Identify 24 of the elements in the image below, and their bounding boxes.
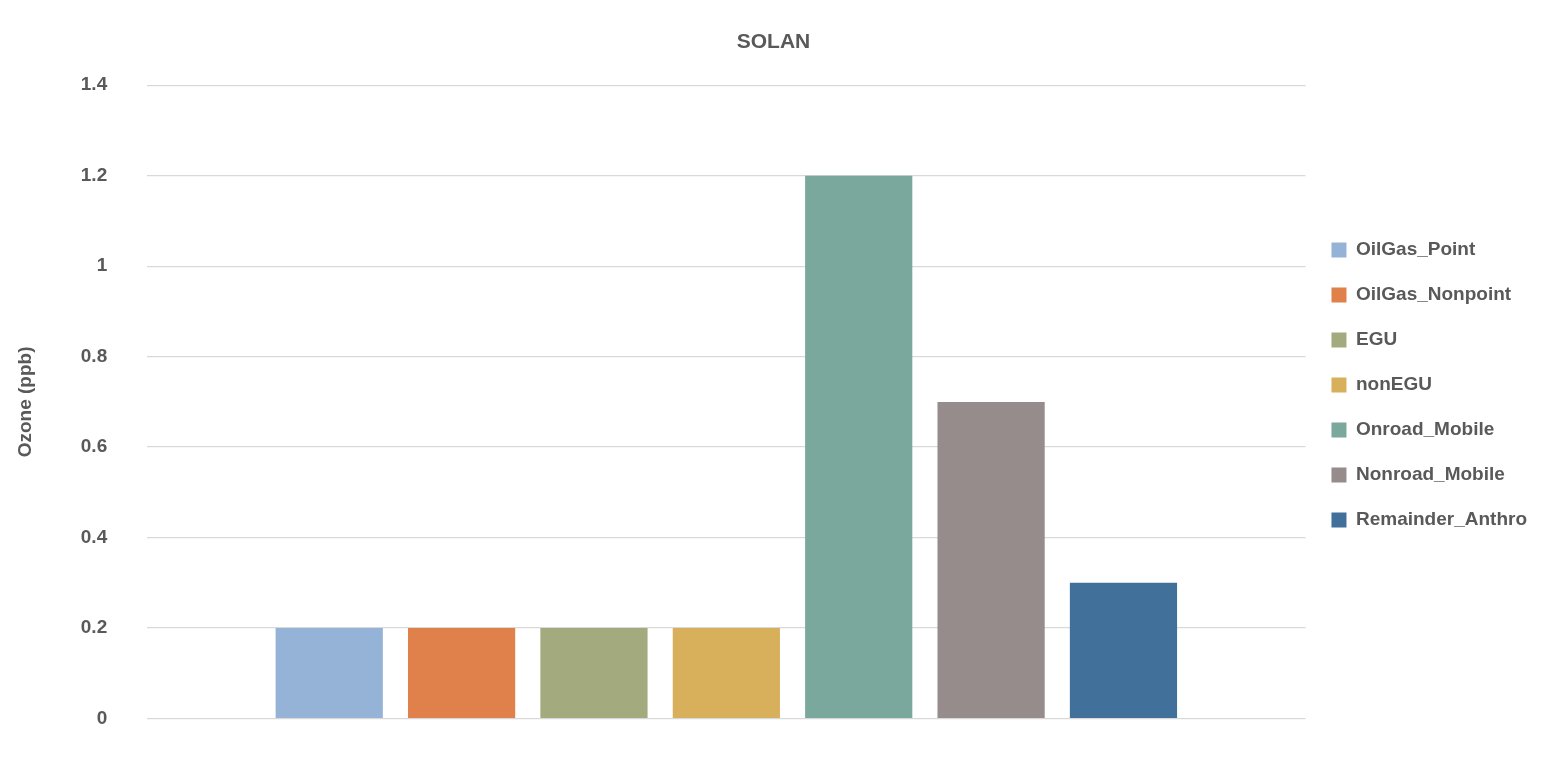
legend-label: OilGas_Point — [1355, 238, 1476, 260]
legend-label: Remainder_Anthro — [1355, 508, 1527, 530]
chart-title: SOLAN — [736, 29, 811, 53]
bar — [672, 628, 780, 718]
bar — [540, 628, 648, 718]
y-tick-label: 1.4 — [80, 73, 108, 95]
y-tick-label: 0.4 — [80, 525, 108, 547]
legend-label: nonEGU — [1355, 373, 1432, 395]
y-axis-title: Ozone (ppb) — [13, 346, 35, 458]
bar — [1069, 582, 1178, 718]
bar — [805, 175, 913, 718]
y-tick-label: 0.8 — [80, 344, 108, 366]
bar — [937, 401, 1045, 718]
legend-label: OilGas_Nonpoint — [1355, 283, 1512, 305]
legend-label: EGU — [1355, 328, 1398, 350]
y-tick-label: 0 — [96, 706, 108, 728]
y-tick-label: 1.2 — [80, 163, 108, 185]
legend-label: Onroad_Mobile — [1355, 418, 1495, 440]
bar — [407, 628, 516, 718]
bar — [275, 628, 383, 718]
y-tick-label: 0.2 — [80, 616, 108, 638]
legend-label: Nonroad_Mobile — [1355, 463, 1505, 485]
y-tick-label: 0.6 — [80, 435, 108, 457]
y-tick-label: 1 — [96, 254, 108, 276]
